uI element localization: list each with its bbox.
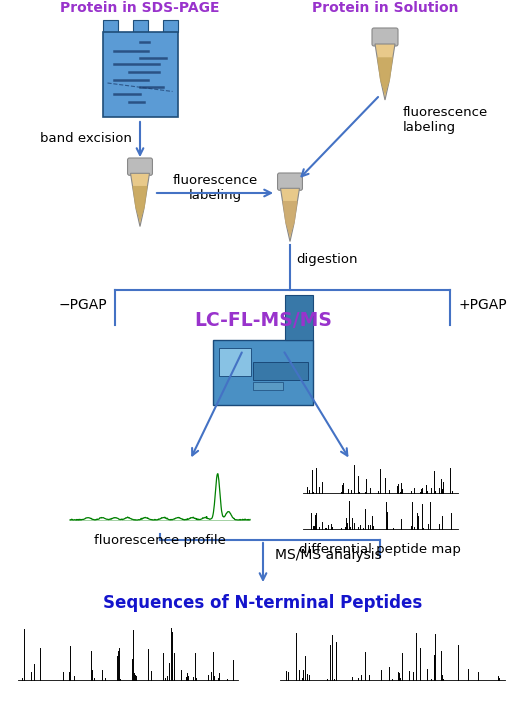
Bar bbox=[102, 32, 178, 117]
Bar bbox=[102, 20, 118, 32]
Text: Protein in Solution: Protein in Solution bbox=[312, 1, 458, 15]
Text: digestion: digestion bbox=[296, 253, 357, 266]
Text: MS/MS analysis: MS/MS analysis bbox=[275, 548, 382, 562]
Polygon shape bbox=[280, 188, 299, 241]
Text: fluorescence
labeling: fluorescence labeling bbox=[403, 106, 488, 134]
Polygon shape bbox=[282, 201, 298, 237]
Polygon shape bbox=[132, 186, 148, 222]
Text: Protein in SDS-PAGE: Protein in SDS-PAGE bbox=[60, 1, 220, 15]
FancyBboxPatch shape bbox=[372, 28, 398, 46]
Bar bbox=[253, 362, 308, 380]
Text: LC-FL-MS/MS: LC-FL-MS/MS bbox=[194, 310, 332, 329]
Bar bbox=[253, 382, 283, 390]
Bar bbox=[285, 295, 313, 340]
Bar bbox=[162, 20, 178, 32]
Text: −PGAP: −PGAP bbox=[58, 298, 107, 312]
Bar bbox=[219, 348, 251, 376]
Polygon shape bbox=[131, 173, 150, 227]
Text: differential peptide map: differential peptide map bbox=[299, 543, 461, 556]
Text: Sequences of N-terminal Peptides: Sequences of N-terminal Peptides bbox=[103, 594, 423, 612]
Text: fluorescence profile: fluorescence profile bbox=[94, 534, 226, 547]
FancyBboxPatch shape bbox=[128, 158, 152, 175]
Text: fluorescence
labeling: fluorescence labeling bbox=[172, 174, 258, 202]
Polygon shape bbox=[375, 44, 395, 100]
Text: +PGAP: +PGAP bbox=[458, 298, 506, 312]
Bar bbox=[213, 340, 313, 405]
Text: band excision: band excision bbox=[40, 133, 132, 146]
FancyBboxPatch shape bbox=[278, 173, 302, 191]
Polygon shape bbox=[377, 57, 393, 95]
Bar bbox=[132, 20, 148, 32]
